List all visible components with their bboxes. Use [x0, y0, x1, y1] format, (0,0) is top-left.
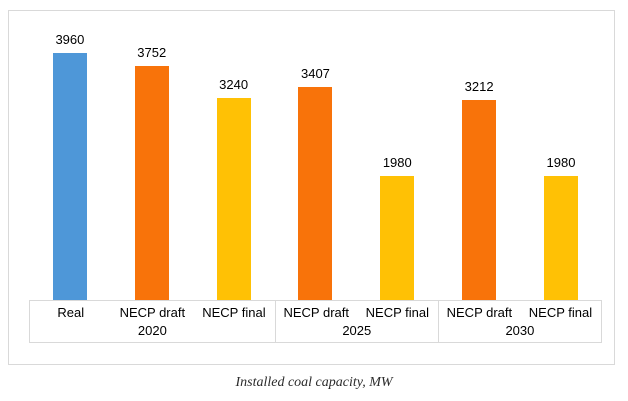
category-label: NECP final: [365, 304, 429, 320]
bar-necp-final: [543, 176, 578, 300]
bar-value-label: 1980: [546, 155, 576, 170]
category-label: NECP final: [202, 304, 266, 320]
bar-value-label: 3407: [300, 66, 330, 81]
bar-necp-final: [216, 98, 251, 300]
category-label: Real: [57, 304, 85, 320]
axis-band: Real NECP draft NECP final 2020 NECP draft NE…: [29, 300, 602, 343]
bar-slot: 3212: [438, 11, 520, 300]
bar-necp-draft: [462, 100, 497, 300]
category-row: NECP draft NECP final: [276, 301, 438, 323]
bar-necp-draft: [134, 66, 169, 300]
chart-frame: 3960 3752 3240 3407 1980 3212 1980 Real NECP dr…: [8, 10, 615, 365]
axis-group-2030: NECP draft NECP final 2030: [437, 301, 601, 342]
plot-area: 3960 3752 3240 3407 1980 3212 1980: [29, 11, 602, 300]
bar-value-label: 3212: [464, 79, 494, 94]
year-label: 2020: [137, 323, 167, 338]
category-row: Real NECP draft NECP final: [30, 301, 275, 323]
category-label: NECP draft: [283, 304, 349, 320]
bar-value-label: 3240: [219, 77, 249, 92]
bar-slot: 1980: [356, 11, 438, 300]
year-label: 2030: [505, 323, 535, 338]
category-row: NECP draft NECP final: [439, 301, 601, 323]
chart-caption: Installed coal capacity, MW: [235, 375, 393, 390]
category-label: NECP draft: [119, 304, 186, 320]
axis-group-2020: Real NECP draft NECP final 2020: [30, 301, 275, 342]
bar-real: [52, 53, 87, 300]
year-label: 2025: [342, 323, 372, 338]
bar-slot: 3407: [275, 11, 357, 300]
bar-slot: 3240: [193, 11, 275, 300]
bar-value-label: 3960: [55, 32, 85, 47]
bar-slot: 3960: [29, 11, 111, 300]
bar-value-label: 3752: [137, 45, 167, 60]
category-label: NECP final: [528, 304, 593, 320]
bar-value-label: 1980: [382, 155, 412, 170]
bar-slot: 1980: [520, 11, 602, 300]
category-label: NECP draft: [446, 304, 513, 320]
axis-group-2025: NECP draft NECP final 2025: [274, 301, 438, 342]
bar-slot: 3752: [111, 11, 193, 300]
bar-necp-draft: [298, 87, 333, 300]
bar-necp-final: [380, 176, 415, 300]
